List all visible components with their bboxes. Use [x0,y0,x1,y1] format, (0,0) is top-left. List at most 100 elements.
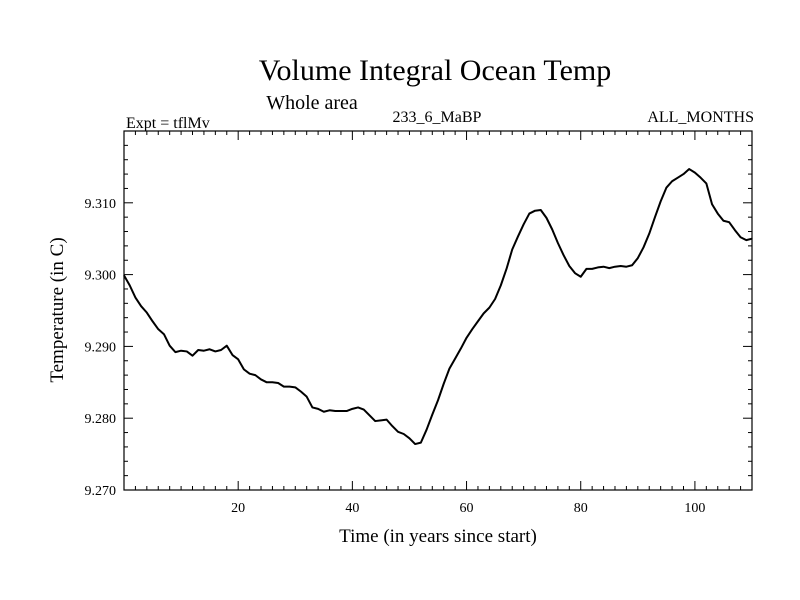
data-point [425,429,428,431]
data-point [357,406,359,409]
data-point [220,349,222,351]
data-point [346,410,348,412]
data-point [454,358,456,360]
data-point [545,217,548,219]
data-point [334,410,336,412]
data-point [151,320,154,322]
data-point [460,347,462,350]
plot-frame [123,130,753,491]
data-point [180,350,182,352]
data-point [260,378,262,381]
data-point [705,182,707,185]
data-point [694,172,696,174]
data-point [146,312,148,314]
data-point [671,180,673,182]
data-point [488,307,490,309]
data-point [620,265,622,267]
data-point [688,168,690,170]
data-point [563,254,565,256]
data-point [608,267,610,269]
data-point [437,399,439,401]
data-point [203,350,205,352]
data-point [123,274,125,276]
data-point [614,266,616,268]
experiment-label: Expt = tflMv [126,115,210,132]
data-point [700,177,702,179]
data-point [328,409,331,411]
data-point [443,383,445,385]
data-point [191,355,194,357]
data-point [597,266,599,269]
data-point [306,396,308,398]
data-point [391,425,393,427]
data-point [214,350,216,353]
chart-subtitle: Whole area [266,92,358,114]
y-tick-label: 9.300 [85,269,117,284]
data-point [574,272,576,274]
data-point [380,419,382,421]
data-point [494,298,496,300]
y-tick-label: 9.280 [85,412,117,427]
data-point [477,320,479,322]
axis-ticks [124,131,752,491]
data-point [243,368,245,370]
data-point [625,266,628,268]
data-point [323,411,325,413]
data-point [420,442,422,444]
data-point [197,349,199,351]
data-point [751,238,753,240]
data-point [186,350,188,353]
data-point [654,216,656,218]
data-point [351,408,353,410]
x-tick-label: 80 [574,501,588,516]
data-point [209,348,211,350]
data-point [140,305,142,307]
data-point [311,406,313,409]
data-point [368,414,371,416]
data-point [523,223,525,225]
data-point [288,386,291,388]
data-point [505,268,508,270]
data-point [483,312,485,314]
series-points [123,168,753,445]
data-point [739,236,742,238]
data-point [266,381,268,383]
data-point [551,228,553,230]
data-point [660,200,662,202]
data-point [283,386,285,388]
data-point [169,345,171,347]
data-point [711,203,713,205]
x-tick-label: 40 [345,501,359,516]
data-point [637,257,639,259]
data-point [745,239,747,241]
data-point [271,381,274,383]
data-point [471,328,473,330]
data-point [226,345,228,347]
data-point [540,209,542,211]
data-point [677,177,679,179]
data-point [528,212,530,215]
data-point [517,235,519,238]
data-point [728,221,730,223]
x-axis-label: Time (in years since start) [339,526,537,547]
data-point [631,264,633,266]
data-point [500,284,502,286]
data-point [414,443,416,445]
data-point [682,173,685,175]
data-point [648,233,650,235]
data-point [386,419,388,421]
data-point [465,337,468,339]
y-tick-label: 9.310 [85,197,117,212]
data-point [374,420,376,422]
data-point [129,284,131,286]
data-point [717,212,719,215]
data-point [642,246,645,248]
data-point [591,268,593,270]
data-point [340,410,342,412]
axis-tick-labels: 20 40 60 80 100 9.270 9.280 9.290 9.300 9.310 [85,197,706,516]
data-point [568,265,570,267]
data-point [408,437,411,439]
data-point [511,248,513,251]
data-point [277,382,279,384]
